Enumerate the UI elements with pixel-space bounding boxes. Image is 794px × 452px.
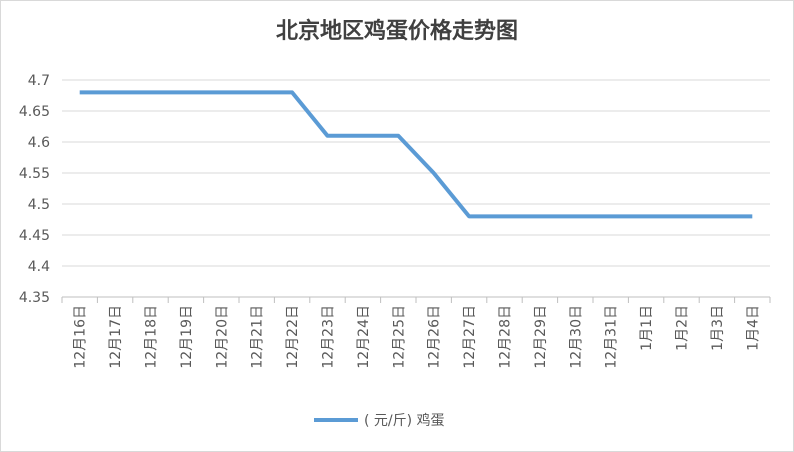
x-tick-label: 12月21日	[250, 305, 266, 369]
y-tick-label: 4.6	[28, 135, 50, 151]
y-tick-label: 4.5	[28, 197, 50, 213]
x-tick-label: 12月16日	[73, 305, 89, 369]
x-tick-label: 12月26日	[427, 305, 443, 369]
x-tick-label: 12月29日	[533, 305, 549, 369]
x-tick-label: 1月3日	[710, 305, 726, 351]
y-tick-label: 4.65	[19, 104, 50, 120]
x-tick-label: 12月19日	[179, 305, 195, 369]
x-tick-label: 12月31日	[604, 305, 620, 369]
y-tick-label: 4.55	[19, 166, 50, 182]
y-tick-label: 4.4	[28, 259, 50, 275]
x-tick-label: 12月28日	[498, 305, 514, 369]
x-tick-label: 1月1日	[639, 305, 655, 351]
x-tick-label: 12月17日	[108, 305, 124, 369]
x-tick-label: 12月24日	[356, 305, 372, 369]
legend-label: ( 元/斤) 鸡蛋	[364, 412, 445, 429]
x-tick-label: 12月25日	[391, 305, 407, 369]
x-tick-label: 12月20日	[214, 305, 230, 369]
x-tick-label: 12月27日	[462, 305, 478, 369]
y-tick-label: 4.45	[19, 228, 50, 244]
y-tick-label: 4.35	[19, 290, 50, 306]
y-tick-label: 4.7	[28, 73, 50, 89]
x-tick-label: 12月30日	[568, 305, 584, 369]
x-tick-label: 1月2日	[675, 305, 691, 351]
x-tick-label: 12月23日	[321, 305, 337, 369]
x-tick-label: 12月22日	[285, 305, 301, 369]
line-series	[79, 90, 753, 219]
chart-title: 北京地区鸡蛋价格走势图	[276, 18, 518, 44]
x-tick-label: 12月18日	[144, 305, 160, 369]
x-tick-label: 1月4日	[745, 305, 761, 351]
